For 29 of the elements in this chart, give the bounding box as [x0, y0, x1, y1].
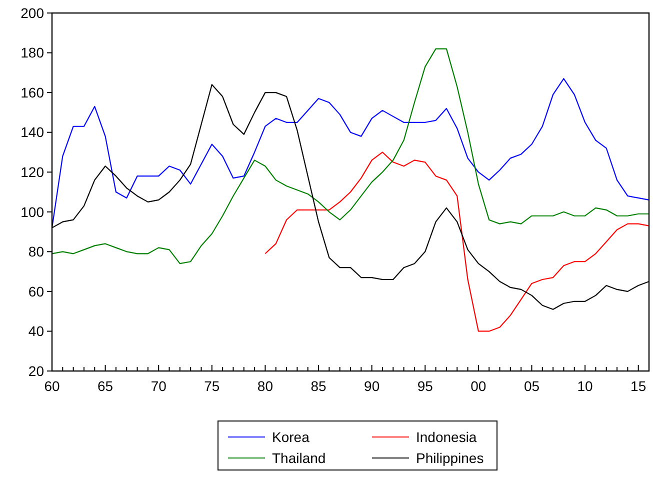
y-tick-label: 100 — [20, 204, 44, 220]
y-tick-label: 80 — [28, 244, 44, 260]
line-series — [264, 152, 650, 332]
x-tick-label: 05 — [524, 378, 540, 394]
x-tick-label: 65 — [98, 378, 114, 394]
x-tick-label: 75 — [204, 378, 220, 394]
x-tick-label: 85 — [310, 378, 327, 394]
x-tick-label: 95 — [417, 378, 434, 394]
x-tick-label: 15 — [630, 378, 646, 394]
y-tick-label: 120 — [20, 164, 44, 180]
y-tick-label: 200 — [20, 4, 44, 21]
y-tick-label: 20 — [28, 362, 44, 379]
y-tick-label: 160 — [20, 84, 44, 100]
line-series — [51, 78, 650, 228]
legend-label: Indonesia — [416, 429, 477, 445]
x-tick-label: 80 — [257, 378, 274, 394]
line-series — [51, 48, 650, 264]
x-tick-label: 60 — [44, 378, 60, 394]
x-tick-label: 70 — [150, 378, 167, 394]
y-tick-label: 180 — [20, 44, 44, 61]
legend-label: Thailand — [272, 450, 326, 466]
y-tick-label: 140 — [20, 124, 44, 140]
x-tick-label: 90 — [364, 378, 380, 394]
legend-label: Korea — [272, 429, 310, 445]
y-tick-label: 60 — [28, 283, 44, 300]
x-tick-label: 10 — [577, 378, 594, 394]
legend-label: Philippines — [416, 450, 484, 466]
y-tick-label: 40 — [28, 323, 44, 340]
x-tick-label: 00 — [470, 378, 486, 394]
